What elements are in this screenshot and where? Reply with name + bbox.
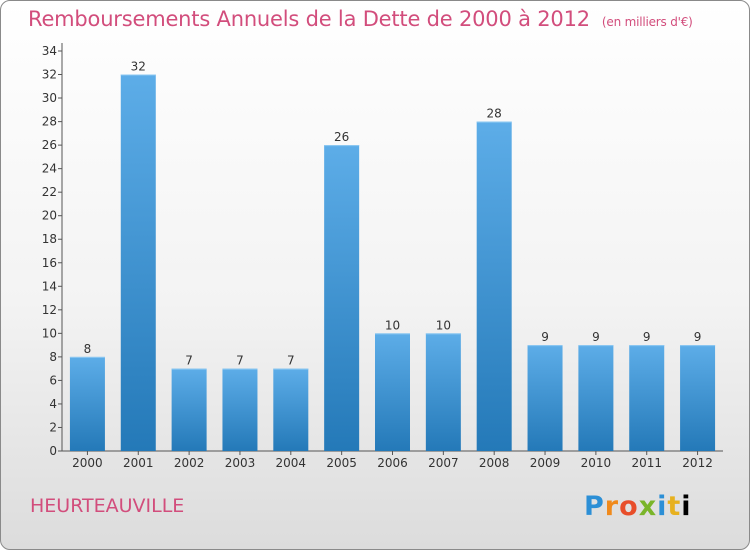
x-tick-label: 2004 (276, 456, 307, 470)
bar-value-label: 7 (185, 354, 193, 368)
y-tick-label: 18 (42, 232, 57, 246)
y-tick-label: 26 (42, 138, 57, 152)
x-tick-label: 2006 (377, 456, 408, 470)
y-tick-label: 24 (42, 162, 57, 176)
bar-value-label: 7 (287, 354, 295, 368)
x-tick-label: 2009 (530, 456, 561, 470)
bar (375, 333, 410, 451)
bar (425, 333, 461, 451)
bar (476, 121, 512, 452)
bar-value-label: 9 (694, 330, 702, 344)
bar-value-label: 8 (84, 342, 92, 356)
x-tick-label: 2011 (631, 456, 662, 470)
x-tick-label: 2000 (72, 456, 103, 470)
bar-value-label: 32 (131, 60, 146, 74)
x-tick-label: 2010 (581, 456, 612, 470)
x-tick-label: 2003 (225, 456, 256, 470)
x-tick-label: 2007 (428, 456, 459, 470)
bar (680, 345, 716, 451)
bar-value-label: 9 (592, 330, 600, 344)
x-tick-label: 2005 (326, 456, 357, 470)
y-tick-label: 32 (42, 68, 57, 82)
y-tick-label: 16 (42, 256, 57, 270)
y-tick-label: 4 (49, 397, 57, 411)
bar-value-label: 28 (487, 107, 502, 121)
chart-unit: (en milliers d'€) (601, 15, 693, 29)
bar (120, 74, 156, 451)
bar (222, 368, 258, 451)
y-tick-label: 12 (42, 303, 57, 317)
y-tick-label: 28 (42, 115, 57, 129)
proxiti-logo: Proxiti (584, 491, 692, 522)
x-tick-label: 2002 (174, 456, 205, 470)
bar-value-label: 9 (541, 330, 549, 344)
bar (527, 345, 563, 451)
y-tick-label: 2 (49, 420, 57, 434)
y-tick-label: 22 (42, 185, 57, 199)
data-labels: 8 32 7 7 7 26 10 10 28 9 9 9 9 (84, 60, 702, 368)
chart-title: Remboursements Annuels de la Dette de 20… (28, 7, 693, 31)
bar (69, 356, 105, 451)
x-tick-label: 2008 (479, 456, 510, 470)
bar (273, 368, 309, 451)
bar-value-label: 10 (385, 318, 400, 332)
bar-value-label: 7 (236, 354, 244, 368)
bar (629, 345, 665, 451)
y-tick-label: 20 (42, 209, 57, 223)
bar (171, 368, 207, 451)
bar-value-label: 26 (334, 130, 349, 144)
y-tick-label: 30 (42, 91, 57, 105)
x-tick-label: 2012 (682, 456, 713, 470)
bars (69, 74, 716, 452)
bar-value-label: 10 (436, 318, 451, 332)
y-tick-label: 8 (49, 350, 57, 364)
bar (324, 145, 360, 451)
bar (578, 345, 614, 451)
y-tick-label: 10 (42, 326, 57, 340)
y-tick-label: 0 (49, 444, 57, 458)
y-tick-label: 34 (42, 44, 57, 58)
x-tick-label: 2001 (123, 456, 154, 470)
y-tick-label: 14 (42, 279, 57, 293)
bar-value-label: 9 (643, 330, 651, 344)
commune-name: HEURTEAUVILLE (30, 495, 185, 517)
y-tick-label: 6 (49, 373, 57, 387)
chart-title-text: Remboursements Annuels de la Dette de 20… (28, 7, 590, 31)
